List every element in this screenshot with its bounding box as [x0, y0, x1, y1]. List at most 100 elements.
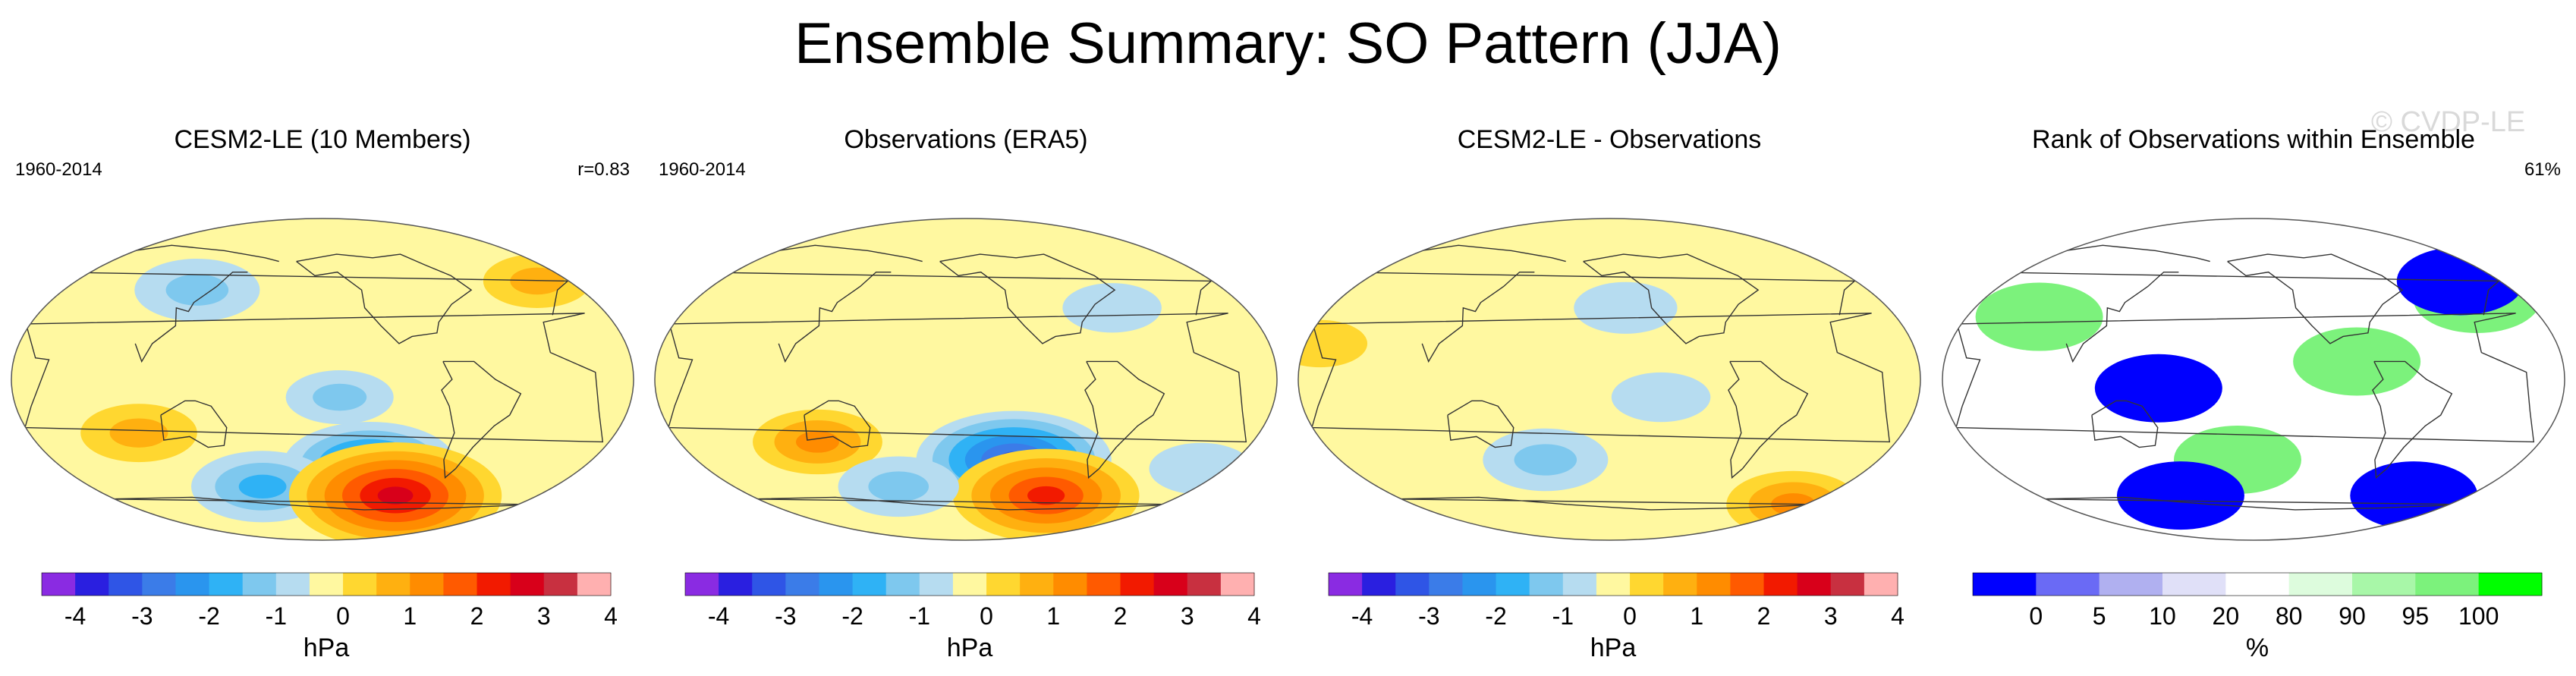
colorbar-tick-label: -3	[1418, 602, 1439, 630]
panel-stat: r=0.83	[577, 159, 630, 180]
colorbar-swatch	[242, 573, 277, 596]
coastline	[1447, 400, 1514, 448]
page-title: Ensemble Summary: SO Pattern (JJA)	[794, 11, 1782, 76]
panel-cesm2: -4 -3 -2 -1 0 1 2 3 4 hPa CESM2-LE (10 Members) 1…	[0, 114, 645, 676]
colorbar-swatch	[175, 573, 210, 596]
coastline	[134, 271, 248, 363]
colorbar-swatch	[785, 573, 819, 596]
panel-period: 1960-2014	[15, 159, 102, 180]
colorbar-tick-label: 95	[2402, 602, 2430, 630]
colorbar-swatch	[42, 573, 76, 596]
coastline	[2372, 360, 2453, 479]
anomaly-contour	[109, 418, 168, 448]
colorbar-units: hPa	[947, 634, 993, 662]
panel-title: CESM2-LE - Observations	[1457, 125, 1762, 154]
colorbar-tick-label: 4	[1891, 602, 1904, 630]
colorbar-tick-label: 90	[2339, 602, 2366, 630]
map-border	[1297, 218, 1921, 541]
colorbar-swatch	[1697, 573, 1731, 596]
colorbar-tick-label: -2	[841, 602, 863, 630]
colorbar-difference: -4 -3 -2 -1 0 1 2 3 4 hPa	[1328, 572, 1904, 662]
colorbar-tick-label: 1	[403, 602, 417, 630]
colorbar-swatch	[1864, 573, 1898, 596]
colorbar-tick-label: 3	[537, 602, 551, 630]
colorbar-swatch	[1120, 573, 1155, 596]
coastline	[2065, 271, 2179, 363]
map-field	[1298, 219, 1920, 540]
colorbar-swatch	[1153, 573, 1188, 596]
colorbar-swatch	[577, 573, 612, 596]
colorbar-tick-label: 80	[2276, 602, 2303, 630]
rank-region	[2094, 354, 2222, 423]
colorbar-tick-label: 1	[1046, 602, 1060, 630]
colorbar-swatch	[543, 573, 578, 596]
colorbar-swatch	[142, 573, 176, 596]
panel-title: Observations (ERA5)	[844, 125, 1088, 154]
panel-period: 1960-2014	[659, 159, 746, 180]
coastline	[441, 360, 522, 479]
colorbar-swatch	[1429, 573, 1463, 596]
colorbar-swatch	[75, 573, 109, 596]
colorbar-swatch	[2162, 573, 2226, 596]
colorbar-swatch	[1797, 573, 1832, 596]
map-border	[11, 218, 634, 541]
colorbar-swatch	[819, 573, 854, 596]
anomaly-contour	[510, 267, 565, 295]
anomaly-contour	[1027, 486, 1065, 505]
anomaly-contour	[1574, 281, 1678, 334]
colorbar-swatch	[343, 573, 377, 596]
map-cesm2	[11, 218, 634, 541]
colorbar-swatch	[1087, 573, 1121, 596]
colorbar-swatch	[1830, 573, 1865, 596]
colorbar-tick-label: -3	[775, 602, 796, 630]
colorbar-swatch	[752, 573, 786, 596]
colorbar-tick-label: 0	[980, 602, 993, 630]
coastline	[668, 313, 1247, 443]
colorbar-swatch	[2352, 573, 2416, 596]
colorbar-tick-label: 1	[1690, 602, 1703, 630]
colorbar-swatch	[443, 573, 478, 596]
colorbar-rank: 0 5 10 20 80 90 95 100%	[1972, 572, 2543, 662]
colorbar-tick-label: -1	[266, 602, 287, 630]
colorbar-swatch	[986, 573, 1021, 596]
colorbar-tick-label: -1	[909, 602, 930, 630]
colorbar-tick-label: 4	[604, 602, 618, 630]
colorbar-frame	[684, 572, 1255, 596]
anomaly-contour	[868, 471, 929, 502]
colorbar-units: hPa	[1590, 634, 1637, 662]
colorbar-swatch	[1973, 573, 2037, 596]
panel-difference: -4 -3 -2 -1 0 1 2 3 4 hPa CESM2-LE - Observations	[1287, 114, 1932, 676]
map-difference	[1297, 218, 1921, 541]
colorbar-swatch	[510, 573, 545, 596]
colorbar-swatch	[1663, 573, 1697, 596]
colorbar-swatch	[1529, 573, 1564, 596]
colorbar-swatch	[209, 573, 244, 596]
colorbar-tick-label: 20	[2213, 602, 2240, 630]
rank-region	[1975, 282, 2103, 351]
colorbar-swatch	[919, 573, 954, 596]
colorbar-swatch	[1329, 573, 1363, 596]
colorbar-cesm2: -4 -3 -2 -1 0 1 2 3 4 hPa	[41, 572, 618, 662]
coastline	[939, 253, 1116, 344]
map-border	[1942, 218, 2565, 541]
colorbar-swatch	[376, 573, 410, 596]
map-era5	[654, 218, 1278, 541]
coastline	[160, 400, 228, 448]
rank-region	[2116, 461, 2244, 530]
colorbar-era5: -4 -3 -2 -1 0 1 2 3 4 hPa	[684, 572, 1261, 662]
colorbar-swatch	[1596, 573, 1631, 596]
colorbar-swatch	[1630, 573, 1664, 596]
colorbar-swatch	[1187, 573, 1222, 596]
anomaly-contour	[1062, 283, 1162, 333]
panel-era5: -4 -3 -2 -1 0 1 2 3 4 hPa Observations (ERA5) 196…	[643, 114, 1288, 676]
anomaly-contour	[1611, 372, 1711, 423]
panel-title: Rank of Observations within Ensemble	[2032, 125, 2475, 154]
colorbar-tick-label: 2	[470, 602, 484, 630]
colorbar-swatch	[109, 573, 143, 596]
colorbar-swatch	[1220, 573, 1255, 596]
coastline	[778, 271, 892, 363]
colorbar-swatch	[1362, 573, 1396, 596]
colorbar-swatch	[2225, 573, 2290, 596]
colorbar-swatch	[2415, 573, 2480, 596]
colorbar-swatch	[1462, 573, 1497, 596]
